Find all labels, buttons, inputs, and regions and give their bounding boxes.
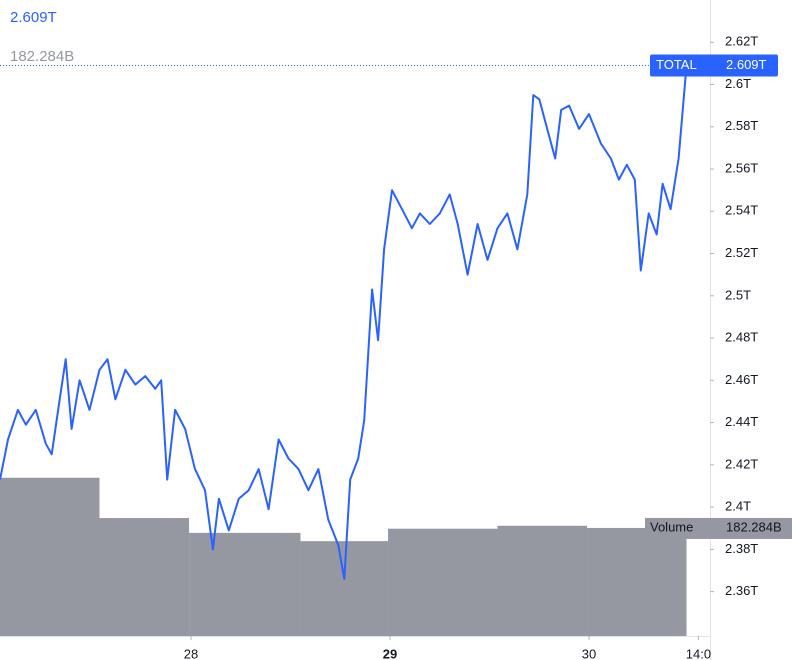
x-tick-label: 14:0 [686, 646, 711, 660]
y-tick-label: 2.46T [725, 372, 758, 387]
x-tick-label: 30 [582, 646, 596, 660]
y-tick-label: 2.54T [725, 203, 758, 218]
y-tick-label: 2.58T [725, 118, 758, 133]
volume-bar [0, 477, 100, 636]
header-volume: 182.284B [10, 48, 74, 65]
y-tick-label: 2.6T [725, 76, 751, 91]
volume-bar [189, 532, 301, 636]
volume-name: Volume [650, 519, 693, 534]
y-tick-label: 2.38T [725, 541, 758, 556]
volume-last-label: 182.284B [726, 519, 782, 534]
volume-badge [645, 517, 792, 539]
y-tick-label: 2.52T [725, 245, 758, 260]
y-tick-label: 2.36T [725, 583, 758, 598]
volume-bar [497, 525, 588, 636]
volume-bar [99, 518, 190, 636]
y-tick-label: 2.48T [725, 330, 758, 345]
y-tick-label: 2.56T [725, 160, 758, 175]
y-tick-label: 2.44T [725, 414, 758, 429]
last-price-badge [650, 54, 778, 77]
header-value: 2.609T [10, 9, 57, 26]
x-tick-label: 28 [184, 646, 198, 660]
price-line [0, 65, 688, 580]
y-tick-label: 2.5T [725, 287, 751, 302]
last-price-label: 2.609T [726, 57, 767, 72]
volume-bar [300, 541, 389, 636]
y-tick-label: 2.62T [725, 34, 758, 49]
series-name: TOTAL [656, 57, 697, 72]
y-tick-label: 2.42T [725, 456, 758, 471]
y-tick-label: 2.4T [725, 499, 751, 514]
x-tick-label: 29 [383, 646, 397, 660]
volume-bar [388, 528, 498, 636]
volume-bar [587, 527, 687, 636]
